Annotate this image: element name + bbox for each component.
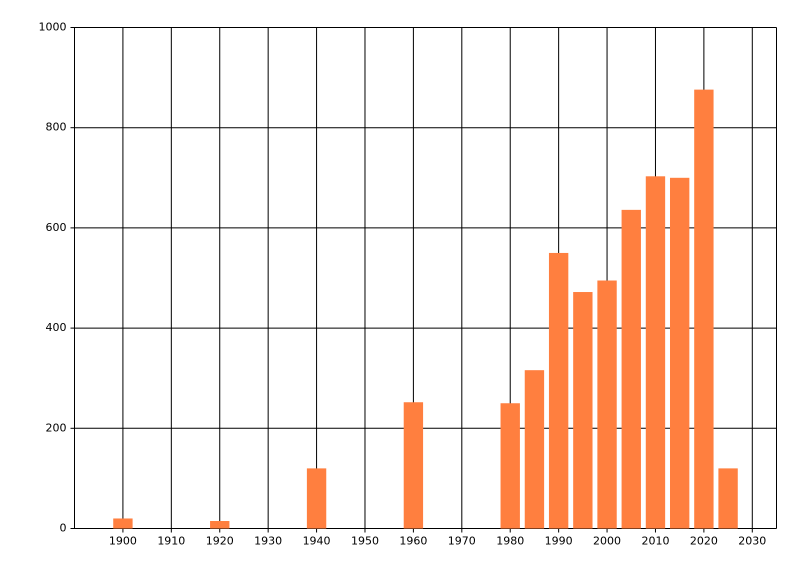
x-tick-label: 2010 xyxy=(641,535,669,548)
bar xyxy=(694,89,714,529)
bar xyxy=(403,402,424,529)
bar xyxy=(718,468,738,529)
x-tick-label: 1990 xyxy=(545,535,573,548)
x-tick-label: 1970 xyxy=(448,535,476,548)
x-tick-label: 1930 xyxy=(254,535,282,548)
bar xyxy=(621,209,641,529)
y-tick-label: 1000 xyxy=(39,21,67,34)
bar xyxy=(669,177,690,529)
x-tick-label: 1920 xyxy=(206,535,234,548)
x-tick-label: 2030 xyxy=(738,535,766,548)
bar xyxy=(113,518,133,529)
bar xyxy=(645,176,666,529)
y-tick-label: 400 xyxy=(46,321,67,334)
x-tick-label: 1980 xyxy=(496,535,524,548)
x-tick-label: 1910 xyxy=(157,535,185,548)
y-tick-label: 800 xyxy=(46,121,67,134)
x-tick-label: 2000 xyxy=(593,535,621,548)
bar xyxy=(573,292,593,529)
x-tick-label: 1900 xyxy=(109,535,137,548)
bar xyxy=(548,252,569,529)
bar xyxy=(306,468,327,529)
x-tick-label: 1940 xyxy=(303,535,331,548)
bar xyxy=(524,370,545,529)
x-tick-label: 2020 xyxy=(690,535,718,548)
y-tick-label: 200 xyxy=(46,421,67,434)
bar xyxy=(597,280,617,529)
bar xyxy=(500,403,520,529)
y-tick-label: 600 xyxy=(46,221,67,234)
y-tick-label: 0 xyxy=(60,522,67,535)
bar xyxy=(210,520,230,529)
x-tick-label: 1950 xyxy=(351,535,379,548)
x-tick-label: 1960 xyxy=(399,535,427,548)
